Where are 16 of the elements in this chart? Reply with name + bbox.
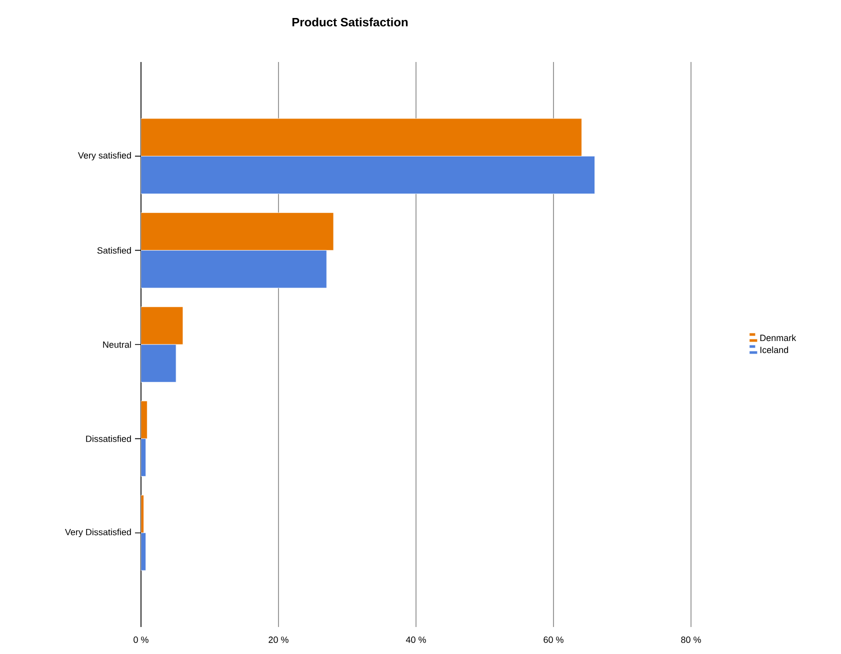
x-tick-label: 60 % xyxy=(544,636,564,643)
x-tick-label: 80 % xyxy=(681,636,701,643)
x-tick-label: 40 % xyxy=(406,636,426,643)
x-tick-label: 20 % xyxy=(268,636,288,643)
y-tick-label: Neutral xyxy=(103,341,131,348)
y-tick-label: Very satisfied xyxy=(78,152,131,160)
bar xyxy=(141,118,582,156)
y-tick-label: Satisfied xyxy=(97,247,131,254)
chart-title: Product Satisfaction xyxy=(292,18,408,26)
legend-label: Iceland xyxy=(760,346,788,354)
bar xyxy=(141,306,184,345)
legend-label: Denmark xyxy=(760,334,796,342)
y-tick-label: Dissatisfied xyxy=(86,435,131,442)
bar xyxy=(141,212,334,251)
y-tick-label: Very Dissatisfied xyxy=(64,528,131,538)
x-tick-label: 0 % xyxy=(134,636,148,643)
